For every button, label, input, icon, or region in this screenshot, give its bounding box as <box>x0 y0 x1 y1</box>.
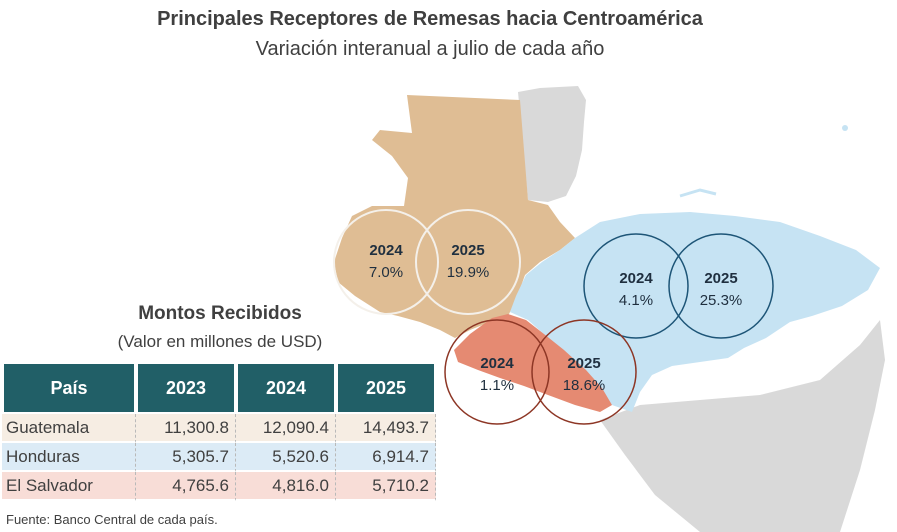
bubble-year-label: 2024 <box>480 355 514 372</box>
cell-2023: 5,305.7 <box>136 443 236 472</box>
bubble-value-label: 4.1% <box>619 292 653 309</box>
land-belize-mexico <box>518 86 586 202</box>
bubble-year-label: 2025 <box>567 355 600 372</box>
header-2024: 2024 <box>236 362 336 414</box>
cell-2023: 4,765.6 <box>136 472 236 501</box>
bubble-value-label: 7.0% <box>369 264 403 281</box>
cell-2025: 6,914.7 <box>336 443 436 472</box>
chart-subtitle: Variación interanual a julio de cada año <box>255 38 605 60</box>
cell-2024: 5,520.6 <box>236 443 336 472</box>
table-row: Guatemala 11,300.8 12,090.4 14,493.7 <box>2 414 436 443</box>
bubble-honduras-2024: 2024 4.1% <box>583 233 689 339</box>
cell-2025: 5,710.2 <box>336 472 436 501</box>
cell-2024: 4,816.0 <box>236 472 336 501</box>
header-2025: 2025 <box>336 362 436 414</box>
bubble-year-label: 2024 <box>369 242 403 259</box>
cell-2025: 14,493.7 <box>336 414 436 443</box>
bubble-year-label: 2025 <box>451 242 484 259</box>
table-header-row: País 2023 2024 2025 <box>2 362 436 414</box>
island-dot <box>842 125 848 131</box>
header-pais: País <box>2 362 136 414</box>
cell-country: Honduras <box>2 443 136 472</box>
land-caribbean-mark <box>679 188 717 198</box>
table-title: Montos Recibidos <box>138 303 302 324</box>
bubble-el-salvador-2025: 2025 18.6% <box>531 319 637 425</box>
country-honduras <box>510 212 880 412</box>
cell-country: Guatemala <box>2 414 136 443</box>
bubble-value-label: 25.3% <box>700 292 743 309</box>
bubble-guatemala-2025: 2025 19.9% <box>415 209 521 315</box>
bubble-value-label: 1.1% <box>480 377 514 394</box>
bubble-value-label: 19.9% <box>447 264 490 281</box>
cell-2024: 12,090.4 <box>236 414 336 443</box>
bubble-honduras-2025: 2025 25.3% <box>668 233 774 339</box>
bubble-value-label: 18.6% <box>563 377 606 394</box>
cell-2023: 11,300.8 <box>136 414 236 443</box>
table-row: El Salvador 4,765.6 4,816.0 5,710.2 <box>2 472 436 501</box>
table-subtitle: (Valor en millones de USD) <box>117 332 323 351</box>
table-row: Honduras 5,305.7 5,520.6 6,914.7 <box>2 443 436 472</box>
source-note: Fuente: Banco Central de cada país. <box>6 512 218 527</box>
header-2023: 2023 <box>136 362 236 414</box>
land-nicaragua <box>600 320 885 532</box>
cell-country: El Salvador <box>2 472 136 501</box>
bubble-year-label: 2024 <box>619 270 653 287</box>
bubble-el-salvador-2024: 2024 1.1% <box>444 319 550 425</box>
country-guatemala <box>334 95 575 338</box>
chart-title: Principales Receptores de Remesas hacia … <box>157 8 703 30</box>
remittance-amounts-table: País 2023 2024 2025 Guatemala 11,300.8 1… <box>2 362 436 501</box>
bubble-guatemala-2024: 2024 7.0% <box>333 209 439 315</box>
bubble-year-label: 2025 <box>704 270 737 287</box>
